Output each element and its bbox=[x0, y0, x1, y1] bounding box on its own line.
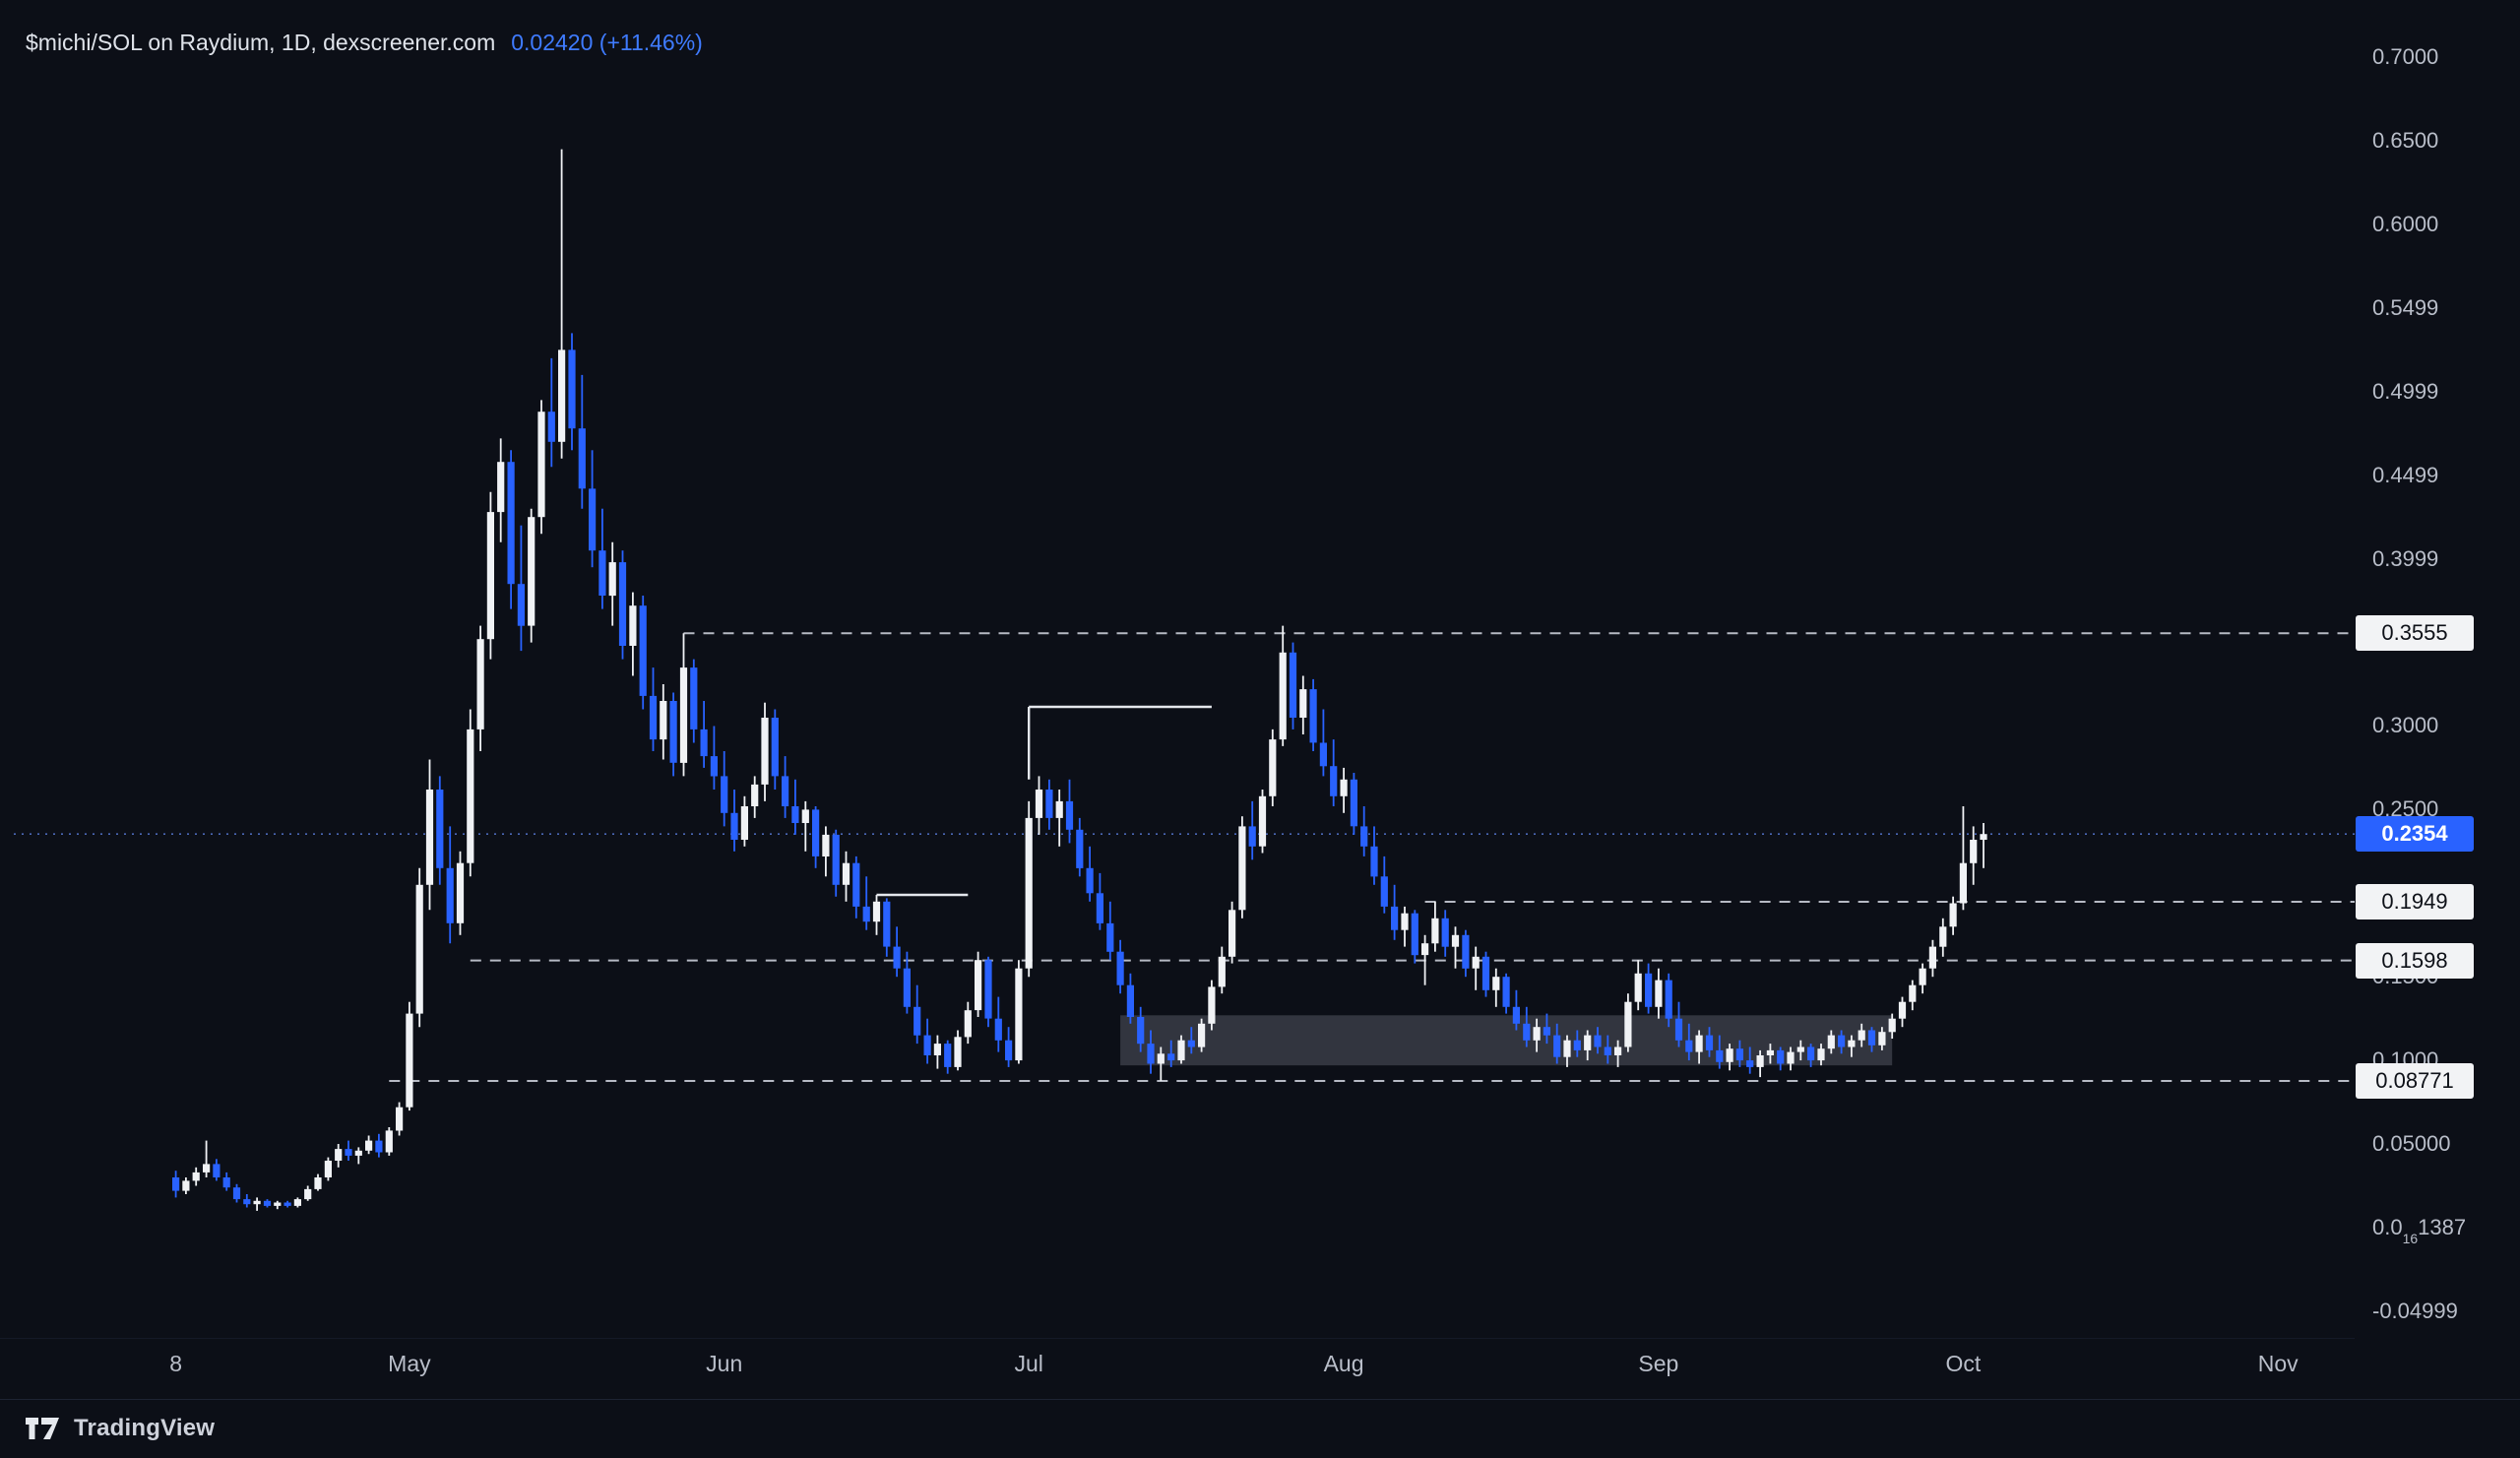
level-price-label: 0.3555 bbox=[2356, 615, 2474, 652]
time-tick-jul: Jul bbox=[1014, 1351, 1043, 1376]
time-tick-jun: Jun bbox=[706, 1351, 743, 1376]
price-tick: 0.4499 bbox=[2372, 462, 2439, 487]
price-tick: -0.04999 bbox=[2372, 1298, 2458, 1323]
price-tick: 0.05000 bbox=[2372, 1131, 2451, 1157]
symbol-title: $michi/SOL on Raydium, 1D, dexscreener.c… bbox=[26, 30, 496, 55]
price-tick: 0.6000 bbox=[2372, 212, 2439, 237]
price-tick: 0.4999 bbox=[2372, 379, 2439, 405]
level-price-label: 0.1598 bbox=[2356, 942, 2474, 979]
price-tick: 0.5499 bbox=[2372, 295, 2439, 321]
time-tick-aug: Aug bbox=[1323, 1351, 1364, 1376]
tradingview-logo-icon[interactable] bbox=[26, 1418, 61, 1439]
tradingview-brand-text[interactable]: TradingView bbox=[74, 1415, 216, 1441]
price-change-value: 0.02420 (+11.46%) bbox=[511, 30, 703, 55]
time-tick-may: May bbox=[388, 1351, 431, 1376]
level-price-label: 0.1949 bbox=[2356, 883, 2474, 919]
time-tick-8: 8 bbox=[169, 1351, 182, 1376]
chart-legend[interactable]: $michi/SOL on Raydium, 1D, dexscreener.c… bbox=[26, 30, 703, 56]
current-price-label: 0.2354 bbox=[2356, 816, 2474, 853]
price-tick: 0.6500 bbox=[2372, 128, 2439, 154]
price-tick: 0.3000 bbox=[2372, 713, 2439, 738]
footer-bar: TradingView bbox=[0, 1399, 2520, 1457]
price-tick: 0.0161387 bbox=[2372, 1214, 2467, 1247]
price-tick: 0.7000 bbox=[2372, 44, 2439, 70]
time-tick-nov: Nov bbox=[2257, 1351, 2299, 1376]
time-tick-sep: Sep bbox=[1638, 1351, 1679, 1376]
time-tick-oct: Oct bbox=[1945, 1351, 1982, 1376]
price-tick: 0.3999 bbox=[2372, 545, 2439, 571]
time-scale[interactable]: 8 May Jun Jul Aug Sep Oct Nov bbox=[0, 1338, 2355, 1386]
level-price-label: 0.08771 bbox=[2356, 1062, 2474, 1099]
